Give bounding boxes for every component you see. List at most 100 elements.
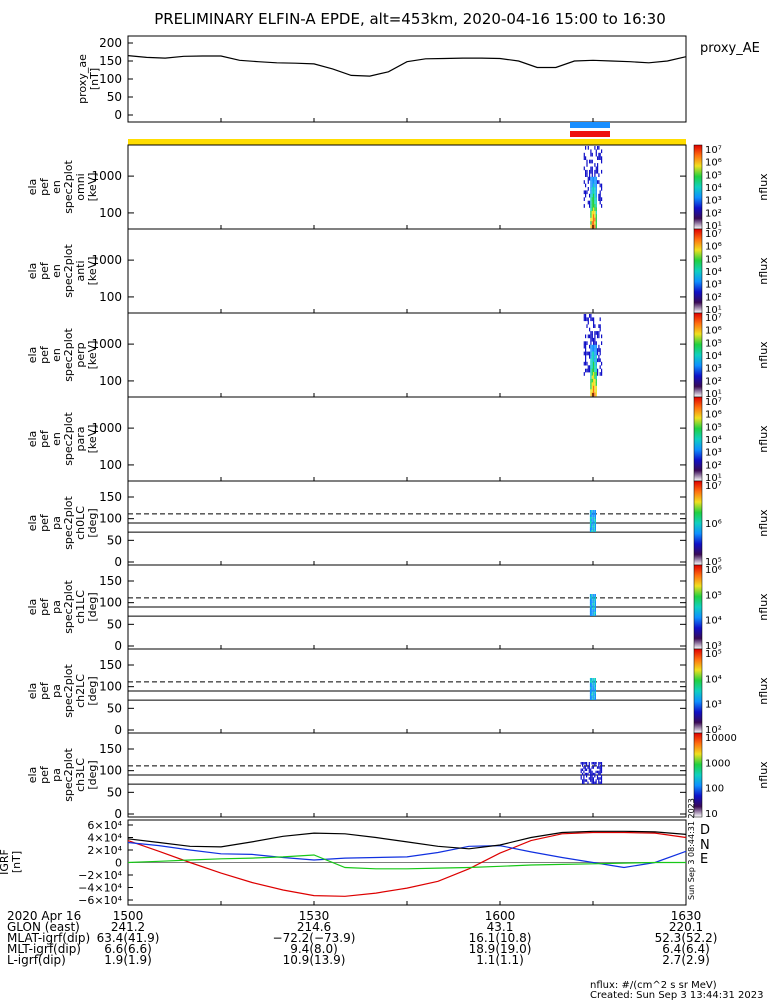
pitch-angle-cell [593, 609, 595, 612]
pitch-angle-cell [591, 607, 593, 610]
colorbar-tick-label: 10⁷ [705, 145, 722, 156]
spectrogram-cell [585, 334, 587, 339]
ylabel-line: pef [38, 261, 51, 280]
spectrogram-cell [591, 176, 593, 181]
pitch-angle-cell [592, 686, 594, 690]
spectrogram-cell [595, 224, 597, 229]
pitch-angle-cell [593, 598, 595, 601]
pitch-angle-cell [594, 775, 596, 778]
spectrogram-cell [595, 358, 597, 363]
spectrogram-cell [598, 180, 600, 184]
pitch-angle-cell [593, 682, 595, 685]
xaxis-value: 1.9(1.9) [104, 953, 152, 967]
spectrogram-cell [595, 190, 597, 195]
spectrogram-cell [599, 156, 601, 160]
spectrogram-cell [597, 331, 599, 335]
spectrogram-cell [586, 173, 588, 177]
pitch-angle-cell [582, 779, 584, 782]
pitch-angle-cell [591, 529, 593, 532]
colorbar-label: nflux [757, 593, 770, 621]
pitch-angle-cell [592, 525, 594, 528]
pitch-angle-cell [594, 598, 596, 601]
pitch-angle-panel-2: 150 100 50 0 ela pef pa spec2plot ch2LC [deg] [26, 648, 687, 737]
spectrogram-cell [593, 341, 595, 345]
pitch-angle-cell [584, 768, 586, 771]
spectrogram-cell [593, 187, 595, 191]
spectrogram-cell [587, 368, 589, 373]
pitch-angle-cell [591, 598, 593, 601]
pitch-angle-cell [586, 764, 588, 767]
colorbar-tick-label: 10⁴ [705, 183, 722, 194]
spectrogram-cell [590, 204, 592, 208]
spectrogram-panel-3: 1000 100 ela pef en spec2plot para [keV] [26, 396, 687, 482]
spectrogram-cell [587, 187, 589, 191]
spectrogram-cell [589, 327, 591, 332]
spectrogram-cell [593, 337, 595, 342]
spectrogram-cell [591, 375, 593, 380]
spectrogram-cell [585, 317, 587, 322]
pitch-angle-cell [594, 611, 596, 614]
pitch-angle-cell [591, 518, 593, 522]
spectrogram-cell [591, 183, 593, 188]
colorbar-4: 10⁷ 10⁶ 10⁵ nflux [693, 480, 770, 568]
pitch-angle-cell [591, 682, 593, 685]
spectrogram-cell [589, 169, 591, 174]
igrf-e-line [127, 854, 686, 870]
spectrogram-cell [595, 204, 597, 208]
pitch-angle-cell [582, 764, 584, 767]
pitch-angle-cell [589, 691, 591, 694]
spectrogram-cell [585, 351, 587, 356]
pitch-angle-cell [600, 762, 603, 765]
spectrogram-cell [594, 385, 596, 390]
ylabel-line: pef [38, 429, 51, 448]
xaxis-value: 1530 [299, 909, 330, 923]
ytick-label: 150 [99, 490, 122, 504]
footer-created: Created: Sun Sep 3 13:44:31 2023 [590, 990, 763, 1000]
pitch-angle-cell [591, 697, 593, 700]
spectrogram-cell [590, 378, 592, 383]
spectrogram-cell [590, 197, 592, 201]
spectrogram-cell [601, 159, 603, 164]
spectrogram-cell [591, 382, 593, 386]
spectrogram-cell [598, 156, 600, 160]
pitch-angle-cell [600, 779, 603, 782]
spectrogram-cell [601, 368, 603, 373]
pitch-angle-cell [594, 514, 596, 517]
ylabel-line: pef [38, 177, 51, 196]
pitch-angle-cell [592, 772, 594, 776]
pitch-angle-cell [592, 766, 594, 769]
colorbar-ramp [693, 396, 703, 482]
pitch-angle-cell [589, 686, 591, 690]
pitch-angle-cell [592, 602, 594, 606]
spectrogram-cell [595, 392, 597, 397]
colorbar-tick-label: 10⁵ [705, 170, 722, 181]
pitch-angle-cell [591, 762, 593, 765]
spectrogram-cell [591, 337, 593, 342]
pitch-angle-cell [589, 523, 591, 526]
pitch-angle-cell [596, 770, 599, 774]
colorbar-tick-label: 10⁴ [705, 616, 722, 627]
pitch-angle-cell [592, 762, 594, 765]
pitch-angle-cell [589, 518, 591, 522]
spectrogram-cell [586, 159, 588, 164]
pitch-angle-cell [580, 777, 582, 780]
xaxis-value: 1500 [113, 909, 144, 923]
spectrogram-cell [583, 361, 585, 366]
igrf-legend-e: E [700, 852, 708, 867]
spectrogram-cell [601, 372, 603, 376]
pitch-angle-cell [589, 607, 591, 610]
pitch-angle-cell [593, 613, 595, 616]
spectrogram-cell [591, 334, 593, 339]
spectrogram-cell [591, 358, 593, 363]
panel-frame [127, 228, 687, 314]
pitch-angle-cell [591, 781, 593, 784]
ytick-label: 100 [99, 206, 122, 220]
spectrogram-cell [585, 190, 587, 195]
pitch-angle-cell [594, 512, 596, 515]
spectrogram-cell [583, 344, 585, 349]
spectrogram-cell [585, 355, 587, 359]
spectrogram-cell [601, 187, 603, 191]
pitch-angle-cell [589, 684, 591, 687]
